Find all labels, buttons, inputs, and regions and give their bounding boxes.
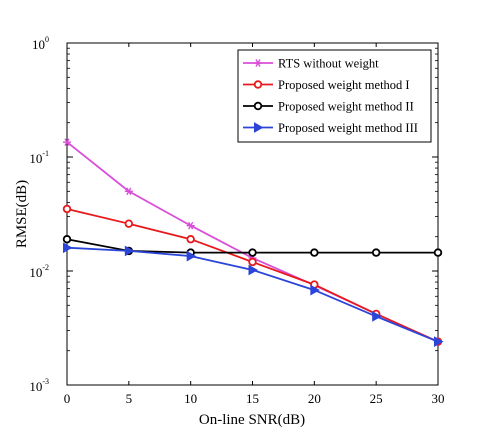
x-axis-label: On-line SNR(dB): [199, 412, 305, 428]
star-stroke: [64, 138, 70, 146]
data-point: [248, 264, 259, 276]
data-point: [371, 248, 381, 257]
data-point: [310, 284, 320, 296]
x-tick-label: 15: [246, 391, 259, 406]
data-point: [62, 204, 72, 214]
legend-item: RTS without weight: [243, 57, 379, 71]
legend-marker: [254, 59, 262, 67]
data-point: [248, 257, 257, 267]
data-point: [186, 250, 197, 262]
legend-marker: [253, 80, 263, 89]
data-point: [248, 248, 257, 257]
x-tick-label: 0: [64, 391, 71, 406]
y-tick-label: 10-2: [29, 263, 49, 280]
data-point: [63, 242, 73, 254]
x-tick-label: 20: [308, 391, 321, 406]
series-4: [63, 242, 444, 348]
series-group: [62, 138, 444, 348]
legend-marker: [254, 122, 264, 133]
legend-label: Proposed weight method II: [278, 100, 414, 114]
star-stroke: [126, 187, 132, 196]
x-tick-label: 5: [126, 391, 133, 406]
legend-item: Proposed weight method I: [243, 78, 410, 92]
data-point: [124, 219, 134, 228]
legend-label: Proposed weight method III: [278, 121, 418, 135]
data-point: [124, 187, 133, 196]
axis-ticks: 0 5 10 15 20 25 30 100 10-1 10-2 10-3: [29, 35, 444, 406]
y-axis-label: RMSE(dB): [14, 180, 30, 248]
data-point: [372, 311, 382, 322]
legend: RTS without weight Proposed weight method…: [237, 49, 432, 143]
x-tick-label: 25: [370, 391, 383, 406]
x-tick-label: 10: [184, 391, 197, 406]
y-tick-label: 10-1: [29, 149, 49, 166]
data-point: [186, 221, 195, 230]
legend-label: Proposed weight method I: [278, 78, 410, 92]
legend-item: Proposed weight method III: [243, 121, 418, 135]
data-point: [124, 245, 135, 257]
x-tick-label: 30: [432, 391, 445, 406]
data-point: [62, 235, 72, 244]
legend-label: RTS without weight: [278, 57, 379, 71]
y-tick-label: 100: [32, 35, 49, 52]
data-point: [310, 248, 319, 257]
y-tick-label: 10-3: [29, 377, 49, 394]
legend-item: Proposed weight method II: [243, 100, 414, 114]
data-point: [434, 336, 444, 348]
data-point: [433, 248, 443, 257]
data-point: [63, 138, 71, 146]
legend-marker: [253, 101, 263, 111]
star-stroke: [255, 59, 261, 67]
star-stroke: [188, 221, 194, 230]
data-point: [186, 235, 195, 244]
